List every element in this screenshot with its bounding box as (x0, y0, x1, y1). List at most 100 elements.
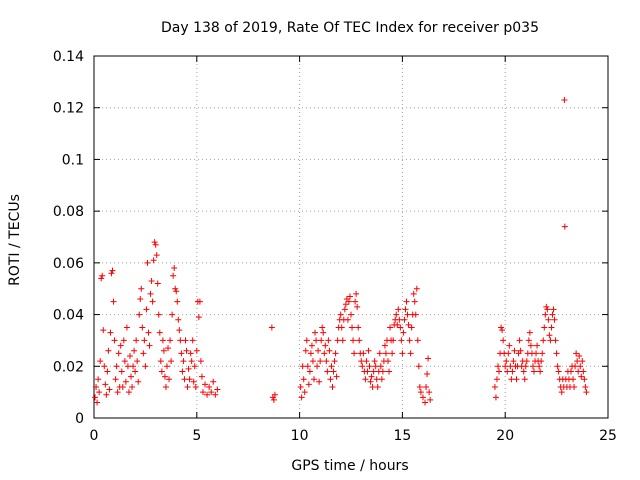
data-point (314, 363, 321, 370)
data-point (530, 368, 537, 375)
data-point (579, 358, 586, 365)
data-point (572, 363, 579, 370)
data-point (333, 373, 340, 380)
data-point (339, 337, 346, 344)
data-point (142, 363, 149, 370)
x-axis-label: GPS time / hours (291, 458, 408, 474)
data-point (310, 376, 317, 383)
data-point (526, 329, 533, 336)
data-point (538, 358, 545, 365)
data-point (372, 363, 379, 370)
data-point (188, 358, 195, 365)
data-point (401, 316, 408, 323)
data-point (571, 383, 578, 390)
data-point (198, 373, 205, 380)
data-point (155, 311, 162, 318)
data-point (396, 316, 403, 323)
data-point (377, 363, 384, 370)
data-point (576, 352, 583, 359)
data-point (139, 324, 146, 331)
data-point (561, 96, 568, 103)
data-point (495, 363, 502, 370)
data-point (313, 337, 320, 344)
data-point (504, 368, 511, 375)
data-point (185, 365, 192, 372)
data-point (522, 363, 529, 370)
data-point (100, 327, 107, 334)
data-points (92, 96, 590, 406)
data-point (126, 352, 133, 359)
data-point (137, 296, 144, 303)
data-point (365, 347, 372, 354)
data-point (521, 376, 528, 383)
data-point (575, 368, 582, 375)
data-point (178, 350, 185, 357)
data-point (125, 389, 132, 396)
data-point (165, 345, 172, 352)
data-point (96, 389, 103, 396)
data-point (517, 347, 524, 354)
data-point (511, 347, 518, 354)
data-point (172, 285, 179, 292)
data-point (307, 350, 314, 357)
data-point (175, 316, 182, 323)
data-point (533, 350, 540, 357)
data-point (523, 358, 530, 365)
data-point (385, 358, 392, 365)
data-point (389, 350, 396, 357)
data-point (570, 376, 577, 383)
data-point (104, 368, 111, 375)
data-point (382, 350, 389, 357)
data-point (378, 376, 385, 383)
data-point (502, 363, 509, 370)
data-point (114, 389, 121, 396)
data-point (338, 324, 345, 331)
data-point (146, 342, 153, 349)
data-point (417, 389, 424, 396)
data-point (346, 293, 353, 300)
data-point (358, 358, 365, 365)
data-point (179, 368, 186, 375)
data-point (147, 290, 154, 297)
data-point (163, 363, 170, 370)
data-point (499, 327, 506, 334)
data-point (106, 386, 113, 393)
data-point (544, 306, 551, 313)
data-point (426, 389, 433, 396)
data-point (529, 363, 536, 370)
data-point (169, 311, 176, 318)
data-point (210, 378, 217, 385)
data-point (180, 358, 187, 365)
x-tick-label: 0 (90, 428, 99, 444)
data-point (206, 383, 213, 390)
data-point (312, 329, 319, 336)
data-point (208, 389, 215, 396)
data-point (540, 337, 547, 344)
data-point (509, 368, 516, 375)
data-point (156, 329, 163, 336)
x-tick-label: 20 (496, 428, 514, 444)
data-point (354, 303, 361, 310)
data-point (386, 368, 393, 375)
data-point (554, 363, 561, 370)
data-point (315, 347, 322, 354)
data-point (537, 368, 544, 375)
data-point (376, 350, 383, 357)
data-point (408, 324, 415, 331)
data-point (306, 368, 313, 375)
data-point (381, 342, 388, 349)
data-point (324, 368, 331, 375)
data-point (301, 389, 308, 396)
data-point (134, 358, 141, 365)
data-point (555, 368, 562, 375)
data-point (109, 267, 116, 274)
data-point (402, 306, 409, 313)
data-point (525, 337, 532, 344)
data-point (581, 376, 588, 383)
data-point (578, 373, 585, 380)
data-point (121, 358, 128, 365)
data-point (113, 363, 120, 370)
data-point (268, 324, 275, 331)
data-point (551, 316, 558, 323)
